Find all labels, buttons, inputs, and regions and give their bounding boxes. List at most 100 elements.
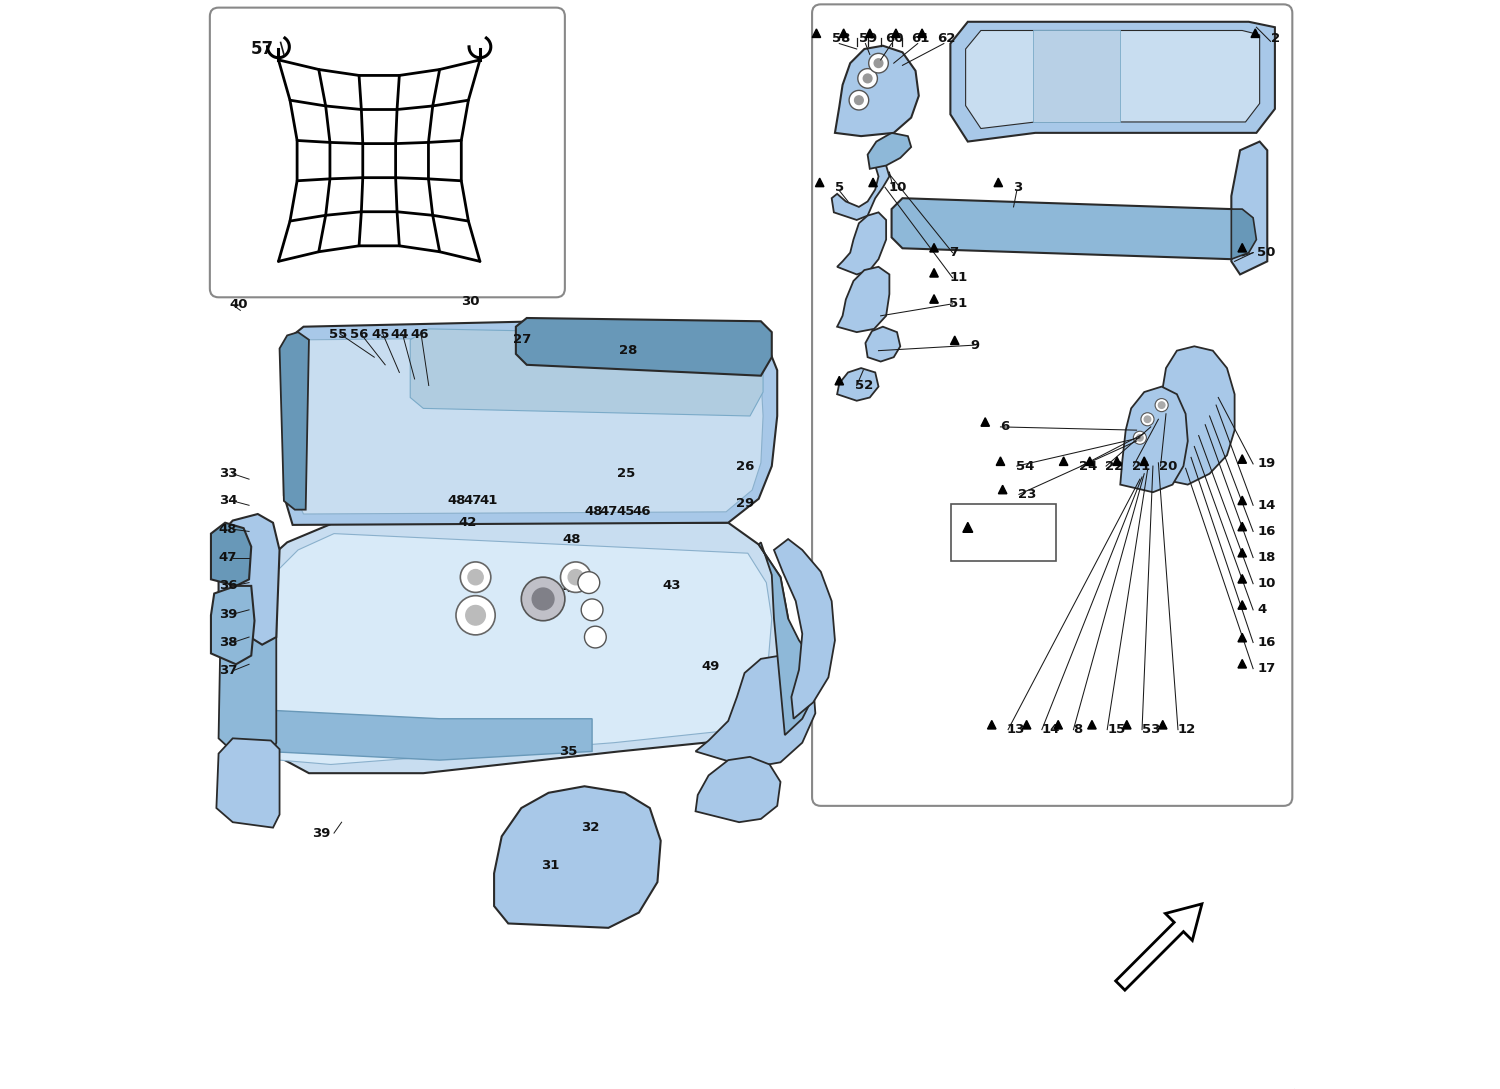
- Text: 48: 48: [219, 523, 237, 536]
- Text: 47: 47: [219, 551, 237, 564]
- Polygon shape: [999, 486, 1006, 493]
- Polygon shape: [994, 179, 1002, 186]
- Text: 54: 54: [1016, 460, 1034, 473]
- Text: 15: 15: [1107, 723, 1125, 736]
- Text: 13: 13: [1007, 723, 1026, 736]
- Text: 49: 49: [700, 660, 720, 673]
- Circle shape: [522, 577, 566, 621]
- Polygon shape: [987, 721, 996, 729]
- Text: 23: 23: [1019, 488, 1036, 501]
- Text: 53: 53: [1142, 723, 1161, 736]
- Text: 22: 22: [1106, 460, 1124, 473]
- Polygon shape: [268, 534, 772, 764]
- Text: 62: 62: [938, 32, 956, 45]
- Polygon shape: [951, 337, 958, 344]
- Polygon shape: [840, 29, 848, 37]
- Polygon shape: [1238, 601, 1246, 609]
- Text: 60: 60: [885, 32, 903, 45]
- Text: 38: 38: [219, 636, 237, 649]
- Text: 21: 21: [1132, 460, 1150, 473]
- Text: 55: 55: [328, 328, 346, 341]
- Text: 9: 9: [970, 339, 980, 352]
- Circle shape: [568, 570, 584, 585]
- Text: 29: 29: [736, 497, 754, 510]
- FancyBboxPatch shape: [210, 8, 566, 297]
- Circle shape: [466, 605, 486, 625]
- Polygon shape: [696, 656, 816, 768]
- Text: 16: 16: [1257, 525, 1276, 538]
- Polygon shape: [831, 158, 890, 220]
- Text: = 1: = 1: [978, 526, 1005, 539]
- Text: 48: 48: [585, 505, 603, 518]
- Text: 42: 42: [458, 516, 477, 529]
- Text: 39: 39: [219, 608, 237, 621]
- Polygon shape: [516, 318, 772, 376]
- Circle shape: [1158, 402, 1166, 408]
- Text: 46: 46: [633, 505, 651, 518]
- Text: 37: 37: [219, 664, 237, 677]
- Text: 25: 25: [616, 467, 636, 480]
- Polygon shape: [963, 523, 974, 533]
- Polygon shape: [279, 332, 309, 510]
- Text: 51: 51: [950, 297, 968, 310]
- Text: 32: 32: [580, 821, 600, 834]
- Text: 11: 11: [950, 271, 968, 284]
- Polygon shape: [1232, 142, 1268, 274]
- Text: 36: 36: [219, 579, 237, 592]
- Text: 10: 10: [888, 181, 906, 194]
- Polygon shape: [211, 586, 255, 664]
- Circle shape: [1144, 416, 1150, 423]
- Polygon shape: [1158, 721, 1167, 729]
- Polygon shape: [868, 179, 877, 186]
- Text: 4: 4: [1257, 603, 1266, 616]
- Polygon shape: [1238, 634, 1246, 641]
- Polygon shape: [1086, 457, 1094, 465]
- Text: 19: 19: [1257, 457, 1275, 470]
- Circle shape: [874, 59, 884, 68]
- Polygon shape: [812, 29, 820, 37]
- Text: 33: 33: [219, 467, 237, 480]
- Polygon shape: [1238, 575, 1246, 583]
- Polygon shape: [774, 539, 836, 719]
- Circle shape: [855, 96, 864, 105]
- Text: 47: 47: [464, 494, 482, 507]
- FancyBboxPatch shape: [812, 4, 1293, 806]
- Circle shape: [868, 53, 888, 73]
- Polygon shape: [837, 368, 879, 401]
- Polygon shape: [930, 295, 939, 303]
- Polygon shape: [867, 133, 910, 169]
- Circle shape: [585, 626, 606, 648]
- Text: 20: 20: [1160, 460, 1178, 473]
- Polygon shape: [219, 514, 279, 645]
- Text: 52: 52: [855, 379, 873, 392]
- Text: 16: 16: [1257, 636, 1276, 649]
- Text: 10: 10: [1257, 577, 1276, 590]
- Polygon shape: [891, 29, 900, 37]
- Polygon shape: [891, 198, 1242, 259]
- Text: 46: 46: [410, 328, 429, 341]
- Text: 3: 3: [1014, 181, 1023, 194]
- Text: 61: 61: [910, 32, 930, 45]
- Text: 7: 7: [950, 246, 958, 259]
- Circle shape: [532, 588, 554, 610]
- Polygon shape: [930, 244, 939, 252]
- Text: 12: 12: [1178, 723, 1196, 736]
- Circle shape: [460, 562, 490, 592]
- Text: 56: 56: [351, 328, 369, 341]
- Text: 28: 28: [620, 344, 638, 357]
- Circle shape: [456, 596, 495, 635]
- Text: 41: 41: [480, 494, 498, 507]
- Text: 48: 48: [562, 533, 580, 546]
- Text: 5: 5: [836, 181, 844, 194]
- Text: 6: 6: [1000, 420, 1010, 433]
- Circle shape: [849, 90, 868, 110]
- Circle shape: [468, 570, 483, 585]
- FancyBboxPatch shape: [202, 0, 1298, 1089]
- Polygon shape: [216, 738, 279, 828]
- Polygon shape: [865, 29, 874, 37]
- Polygon shape: [865, 327, 900, 362]
- Text: 2: 2: [1270, 32, 1280, 45]
- Polygon shape: [1238, 455, 1246, 463]
- Circle shape: [561, 562, 591, 592]
- Polygon shape: [930, 269, 939, 277]
